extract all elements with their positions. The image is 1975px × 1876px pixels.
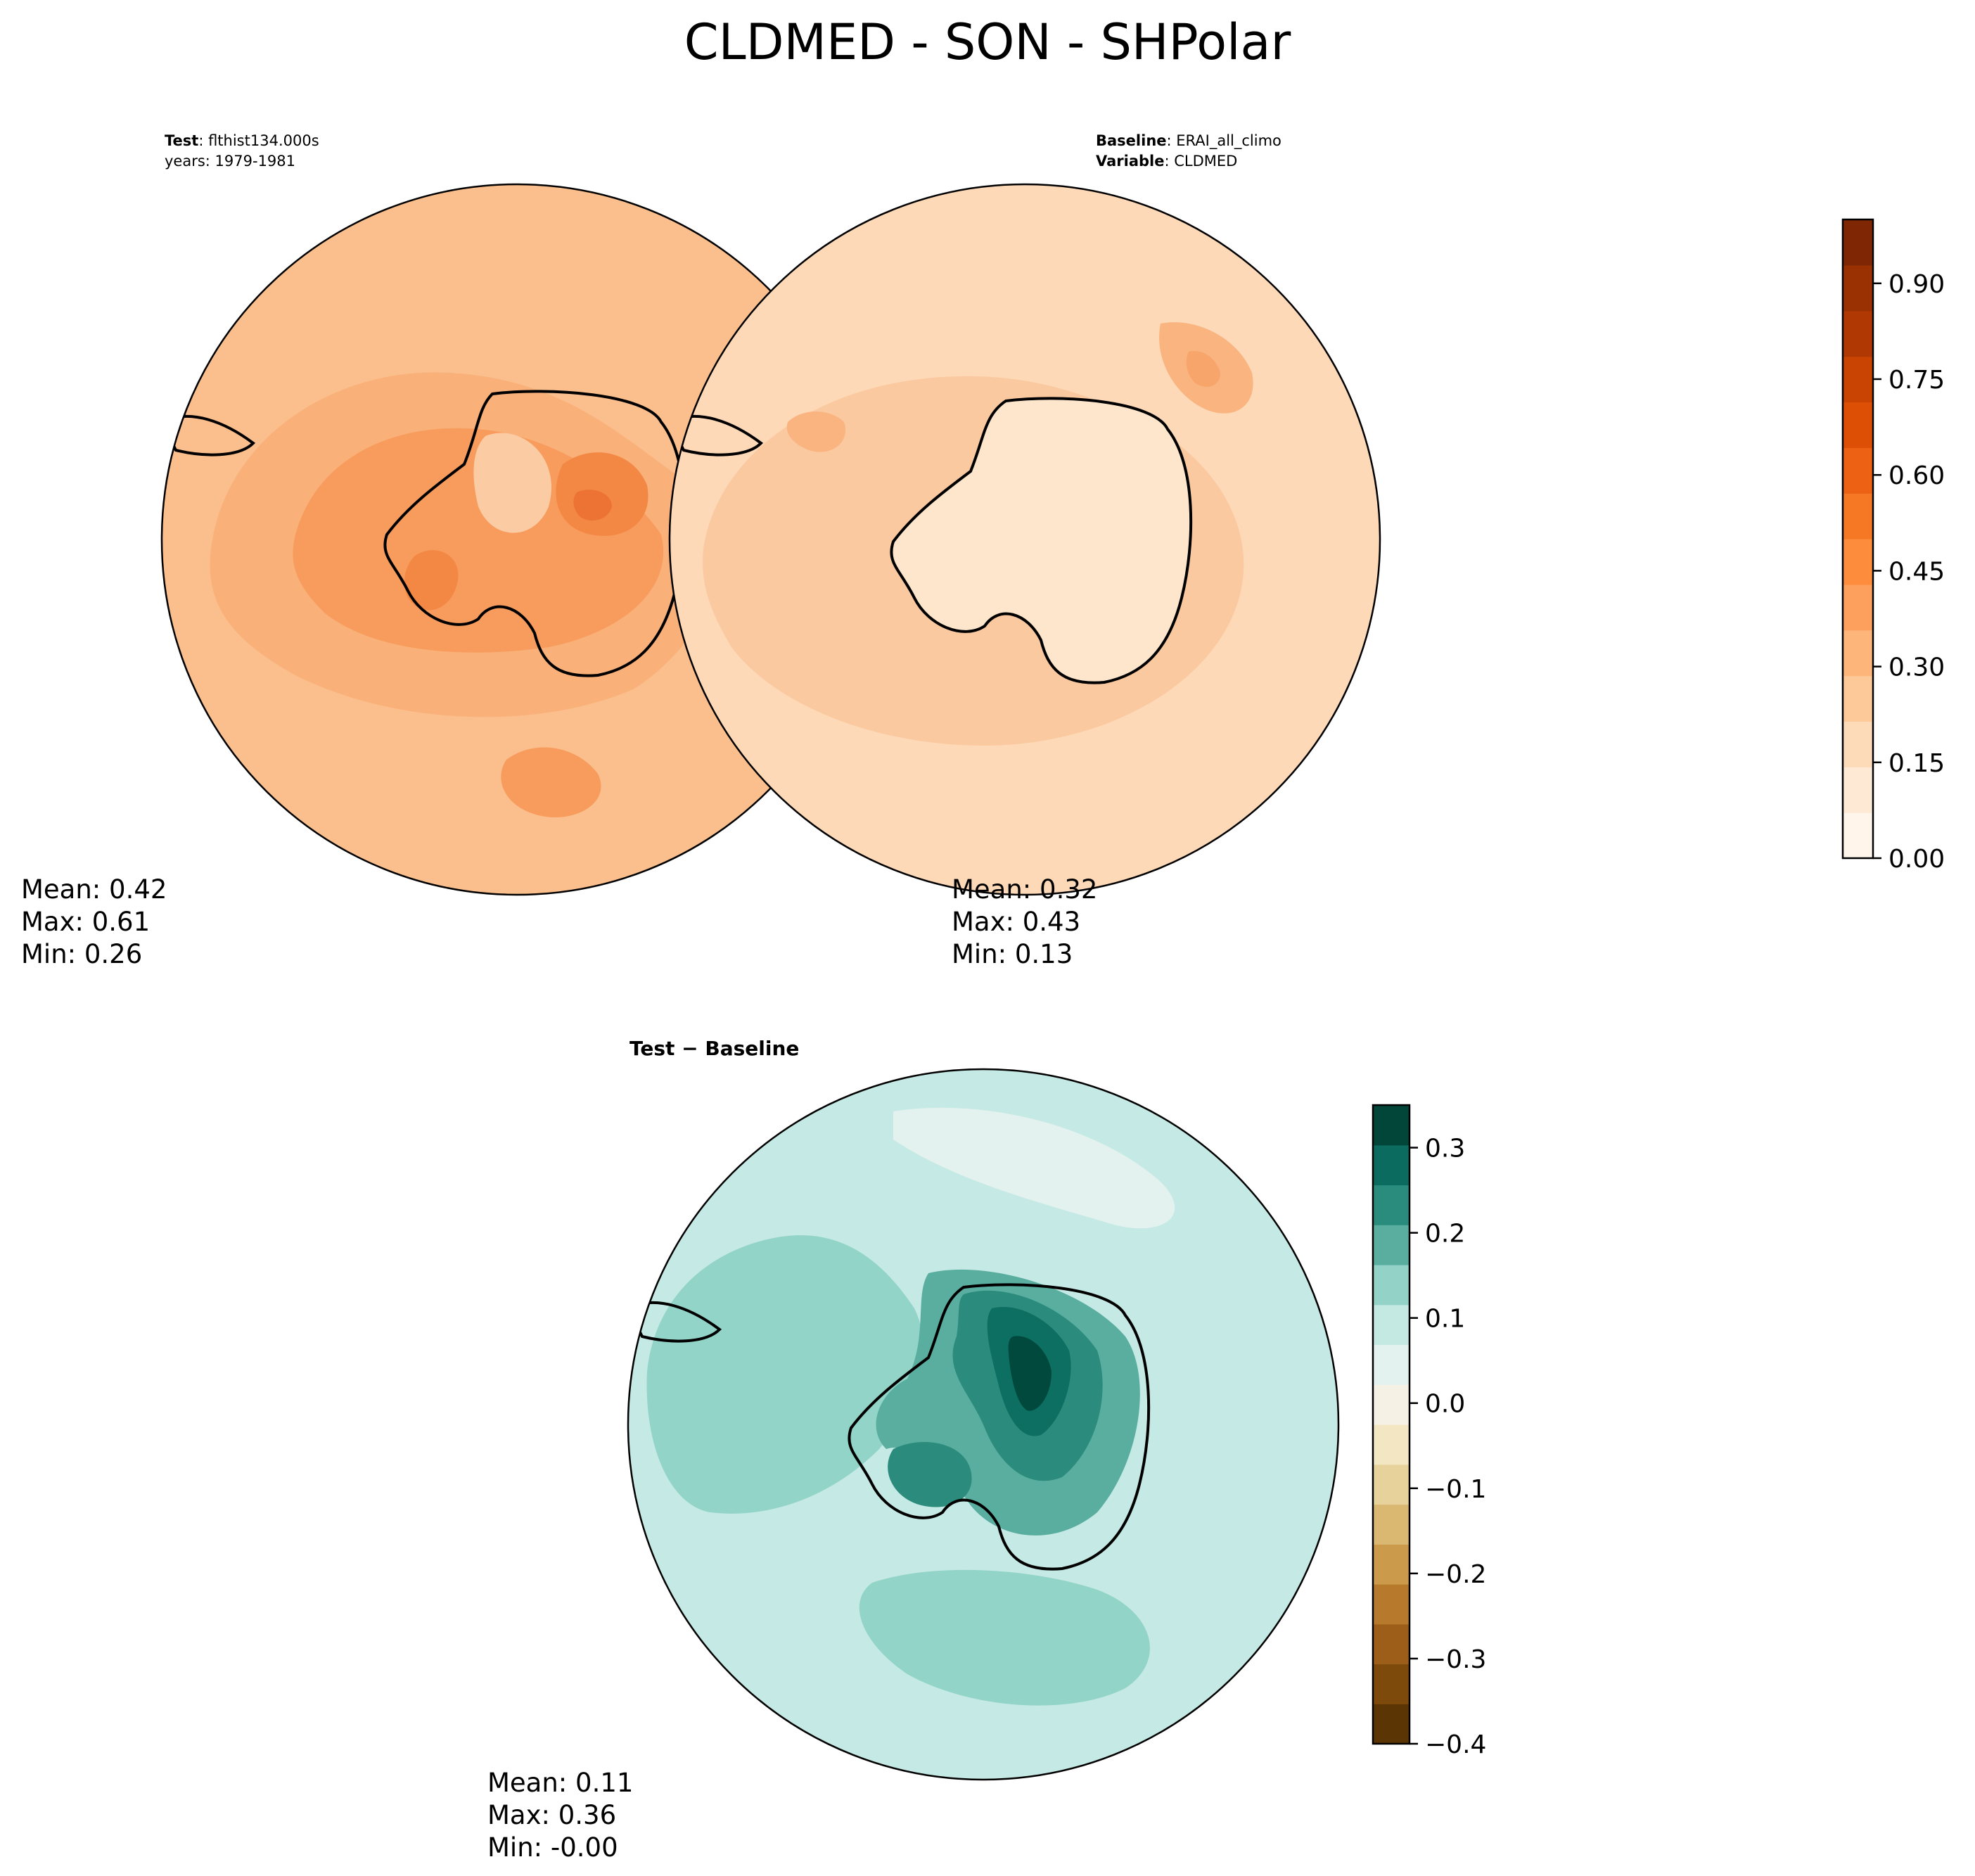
baseline-contour-level-2 — [786, 411, 845, 452]
test-coastline-south-america — [162, 415, 256, 457]
diff-contour-level-1b — [859, 1569, 1150, 1706]
cbar-diff-band — [1373, 1623, 1410, 1665]
panel-baseline: Baseline: ERAI_all_climo Variable: CLDME… — [668, 132, 1381, 969]
cbar-values-tick-label: 0.60 — [1888, 461, 1945, 490]
diff-header: Test − Baseline — [629, 1037, 799, 1060]
cbar-diff-band — [1373, 1664, 1410, 1704]
test-contour-level-4 — [573, 490, 612, 521]
cbar-values-tick-label: 0.30 — [1888, 653, 1945, 682]
cbar-values-band — [1843, 721, 1873, 767]
baseline-mean: Mean: 0.32 — [952, 874, 1097, 905]
cbar-values-tick-label: 0.00 — [1888, 845, 1945, 874]
cbar-diff-band — [1373, 1704, 1410, 1744]
panel-difference: Test − Baseline Mean: 0.11 Max: 0.36 Min… — [487, 1037, 1340, 1863]
cbar-values-tick-label: 0.45 — [1888, 557, 1945, 586]
test-header-line-2: years: 1979-1981 — [165, 153, 295, 170]
cbar-values-band — [1843, 584, 1873, 631]
diff-contour-level-3b — [888, 1442, 972, 1507]
cbar-diff-band — [1373, 1225, 1410, 1265]
cbar-diff-band — [1373, 1584, 1410, 1625]
cbar-diff-band — [1373, 1464, 1410, 1505]
test-contour-level-3b — [404, 550, 459, 611]
baseline-min: Min: 0.13 — [952, 939, 1073, 969]
cbar-diff-tick-label: 0.1 — [1425, 1305, 1465, 1334]
diff-coastline — [848, 1283, 1151, 1571]
cbar-values-band — [1843, 812, 1873, 859]
diff-near-zero-band — [893, 1107, 1175, 1229]
cbar-values-tick-label: 0.75 — [1888, 366, 1945, 395]
cbar-values-band — [1843, 356, 1873, 403]
cbar-diff-band — [1373, 1344, 1410, 1385]
cbar-values-band — [1843, 310, 1873, 357]
test-contour-level-2b — [501, 747, 601, 817]
cbar-diff-band — [1373, 1384, 1410, 1425]
cbar-values-band — [1843, 675, 1873, 722]
cbar-diff-tick-label: −0.4 — [1425, 1730, 1486, 1759]
cbar-diff-band — [1373, 1424, 1410, 1465]
test-header-line-1: Test: flthist134.000s — [165, 132, 319, 149]
diff-max: Max: 0.36 — [487, 1800, 616, 1830]
test-interior-light — [473, 433, 551, 533]
cbar-values-tick-label: 0.90 — [1888, 270, 1945, 299]
figure-title: CLDMED - SON - SHPolar — [684, 13, 1291, 71]
diff-contour-level-5 — [1008, 1336, 1052, 1411]
test-mean: Mean: 0.42 — [21, 874, 167, 905]
baseline-contour-level-3 — [1186, 351, 1220, 387]
diff-coastline-south-america — [628, 1301, 722, 1343]
cbar-diff-band — [1373, 1144, 1410, 1186]
baseline-map — [670, 184, 1380, 895]
baseline-max: Max: 0.43 — [952, 907, 1080, 937]
cbar-diff-tick-label: 0.0 — [1425, 1390, 1465, 1419]
cbar-values-band — [1843, 402, 1873, 448]
colorbar-difference: −0.4 −0.3 −0.2 −0.1 0.0 0.1 0.2 0.3 — [1372, 1104, 1486, 1759]
panel-test: Test: flthist134.000s years: 1979-1981 M… — [21, 132, 874, 969]
diff-contour-level-1 — [646, 1235, 923, 1514]
diff-min: Min: -0.00 — [487, 1832, 618, 1863]
cbar-values-tick-label: 0.15 — [1888, 749, 1945, 778]
test-map — [162, 184, 872, 895]
baseline-header-line-2: Variable: CLDMED — [1096, 153, 1237, 170]
baseline-antarctica-interior — [891, 398, 1191, 683]
cbar-diff-tick-label: 0.2 — [1425, 1220, 1465, 1249]
test-min: Min: 0.26 — [21, 939, 142, 969]
cbar-diff-tick-label: −0.1 — [1425, 1475, 1486, 1504]
cbar-values-band — [1843, 264, 1873, 312]
cbar-diff-tick-label: 0.3 — [1425, 1135, 1465, 1163]
cbar-diff-band — [1373, 1105, 1410, 1146]
baseline-coastline — [890, 397, 1193, 684]
cbar-values-band — [1843, 447, 1873, 494]
cbar-values-band — [1843, 493, 1873, 540]
test-coastline — [383, 390, 686, 677]
colorbar-values: 0.00 0.15 0.30 0.45 0.60 0.75 0.90 — [1841, 218, 1945, 874]
cbar-diff-band — [1373, 1544, 1410, 1585]
cbar-diff-tick-label: −0.3 — [1425, 1645, 1486, 1674]
diff-map — [628, 1069, 1338, 1780]
baseline-header-line-1: Baseline: ERAI_all_climo — [1096, 132, 1281, 150]
cbar-values-frame — [1841, 218, 1874, 860]
baseline-map-border — [668, 183, 1381, 896]
cbar-diff-band — [1373, 1304, 1410, 1346]
cbar-diff-band — [1373, 1504, 1410, 1545]
cbar-diff-band — [1373, 1265, 1410, 1306]
cbar-diff-band — [1373, 1185, 1410, 1225]
cbar-values-band — [1843, 219, 1873, 266]
diff-map-border — [627, 1068, 1340, 1781]
cbar-diff-frame — [1372, 1104, 1411, 1745]
diff-mean: Mean: 0.11 — [487, 1768, 633, 1798]
cbar-values-band — [1843, 630, 1873, 677]
baseline-coastline-south-america — [670, 415, 764, 457]
cbar-values-band — [1843, 539, 1873, 585]
test-max: Max: 0.61 — [21, 907, 150, 937]
cbar-diff-tick-label: −0.2 — [1425, 1560, 1486, 1589]
cbar-values-band — [1843, 767, 1873, 813]
